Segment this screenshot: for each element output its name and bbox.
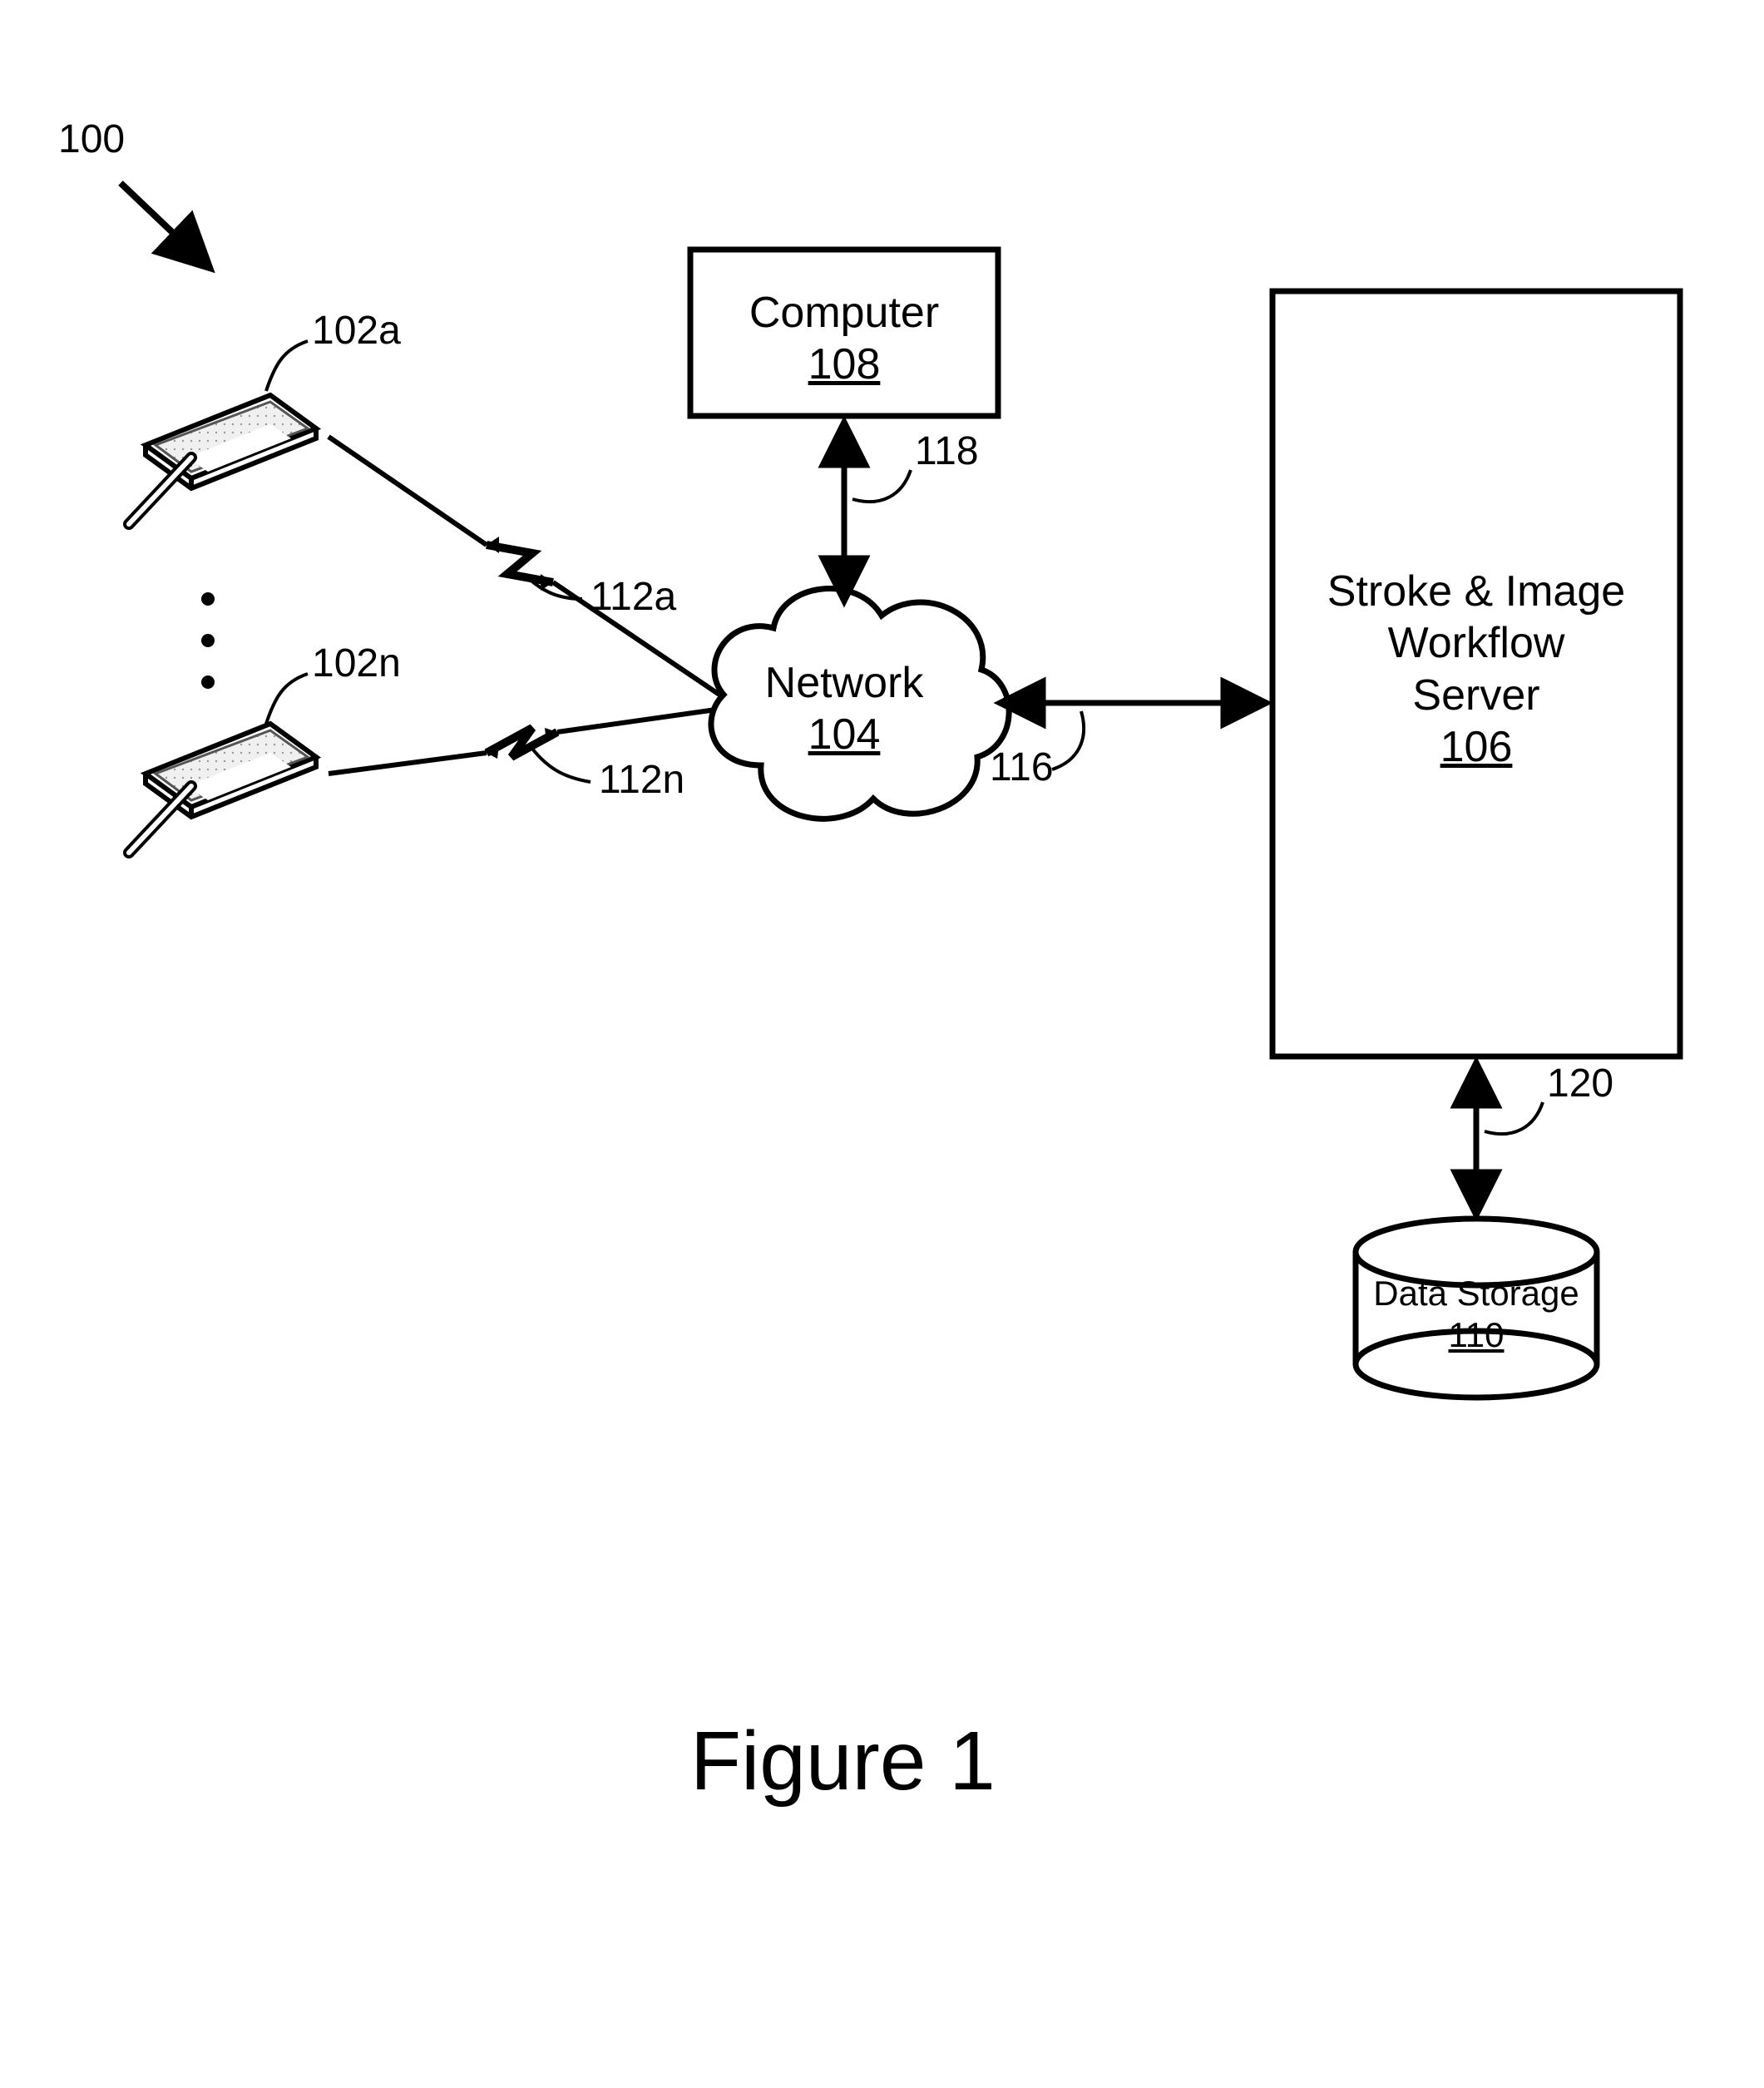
tablet-n (129, 724, 316, 853)
network-label: Network 104 (757, 657, 931, 761)
server-label: Stroke & Image Workflow Server 106 (1272, 566, 1680, 774)
leader-120 (1485, 1102, 1543, 1134)
server-ref: 106 (1272, 721, 1680, 773)
system-ref: 100 (58, 116, 125, 162)
storage-label-text: Data Storage (1373, 1274, 1579, 1313)
leader-118 (852, 470, 911, 502)
ref-120: 120 (1547, 1061, 1613, 1106)
storage-ref: 110 (1449, 1315, 1505, 1354)
server-label-l2: Workflow (1272, 617, 1680, 669)
leader-102a (266, 341, 308, 391)
computer-label-text: Computer (690, 287, 998, 339)
system-arrow (121, 183, 208, 266)
leader-112n (532, 749, 590, 782)
computer-ref: 108 (690, 339, 998, 390)
server-label-l1: Stroke & Image (1272, 566, 1680, 617)
ref-116: 116 (990, 745, 1054, 790)
ref-102n: 102n (312, 641, 401, 686)
ref-112a: 112a (590, 574, 676, 620)
ref-102a: 102a (312, 308, 401, 354)
diagram-canvas: 100 102a 102n 112a 112n Computer 108 Net… (0, 0, 1764, 2088)
figure-title: Figure 1 (690, 1714, 996, 1809)
leader-102n (266, 674, 308, 724)
ref-118: 118 (915, 428, 979, 474)
network-label-text: Network (757, 657, 931, 709)
leader-116 (1052, 711, 1084, 769)
network-ref: 104 (757, 709, 931, 760)
tablet-a (129, 395, 316, 524)
computer-label: Computer 108 (690, 287, 998, 391)
server-label-l3: Server (1272, 670, 1680, 721)
storage-label: Data Storage 110 (1364, 1273, 1589, 1357)
ref-112n: 112n (599, 757, 684, 803)
